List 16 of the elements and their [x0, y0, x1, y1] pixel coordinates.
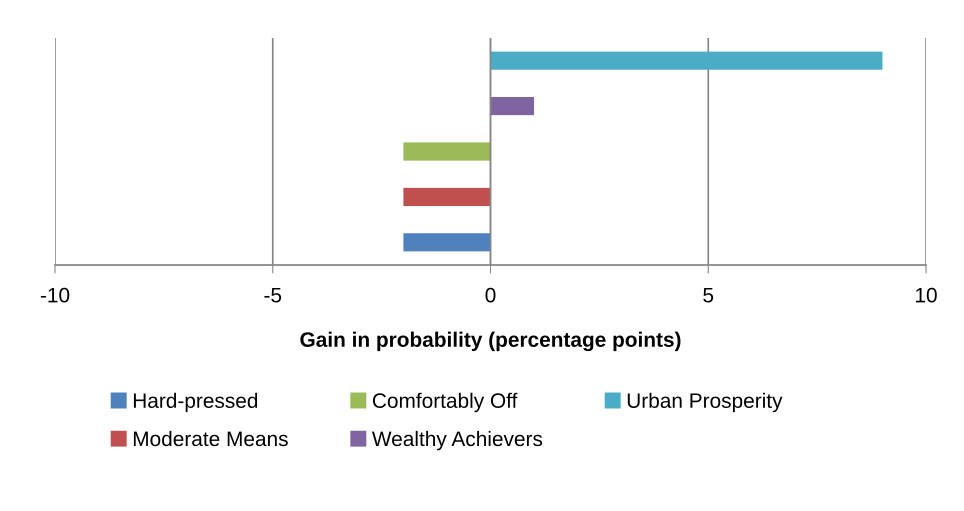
x-tick-label: -10 [40, 288, 70, 303]
bar [403, 142, 490, 161]
x-tick-label: 0 [486, 288, 496, 303]
x-tick-label: 10 [916, 288, 937, 303]
bar [490, 52, 882, 70]
x-axis-title: Gain in probability (percentage points) [300, 332, 680, 352]
legend-label: Moderate Means [134, 430, 288, 446]
bar [403, 188, 490, 206]
legend-label: Wealthy Achievers [372, 430, 542, 450]
x-tick-label: 5 [703, 288, 714, 303]
legend-label: Urban Prosperity [628, 392, 782, 412]
legend-label: Comfortably Off [372, 392, 518, 412]
x-tick-label: -5 [264, 288, 282, 303]
bar [490, 97, 534, 116]
bar [403, 233, 490, 252]
legend-label: Hard-pressed [134, 392, 258, 412]
